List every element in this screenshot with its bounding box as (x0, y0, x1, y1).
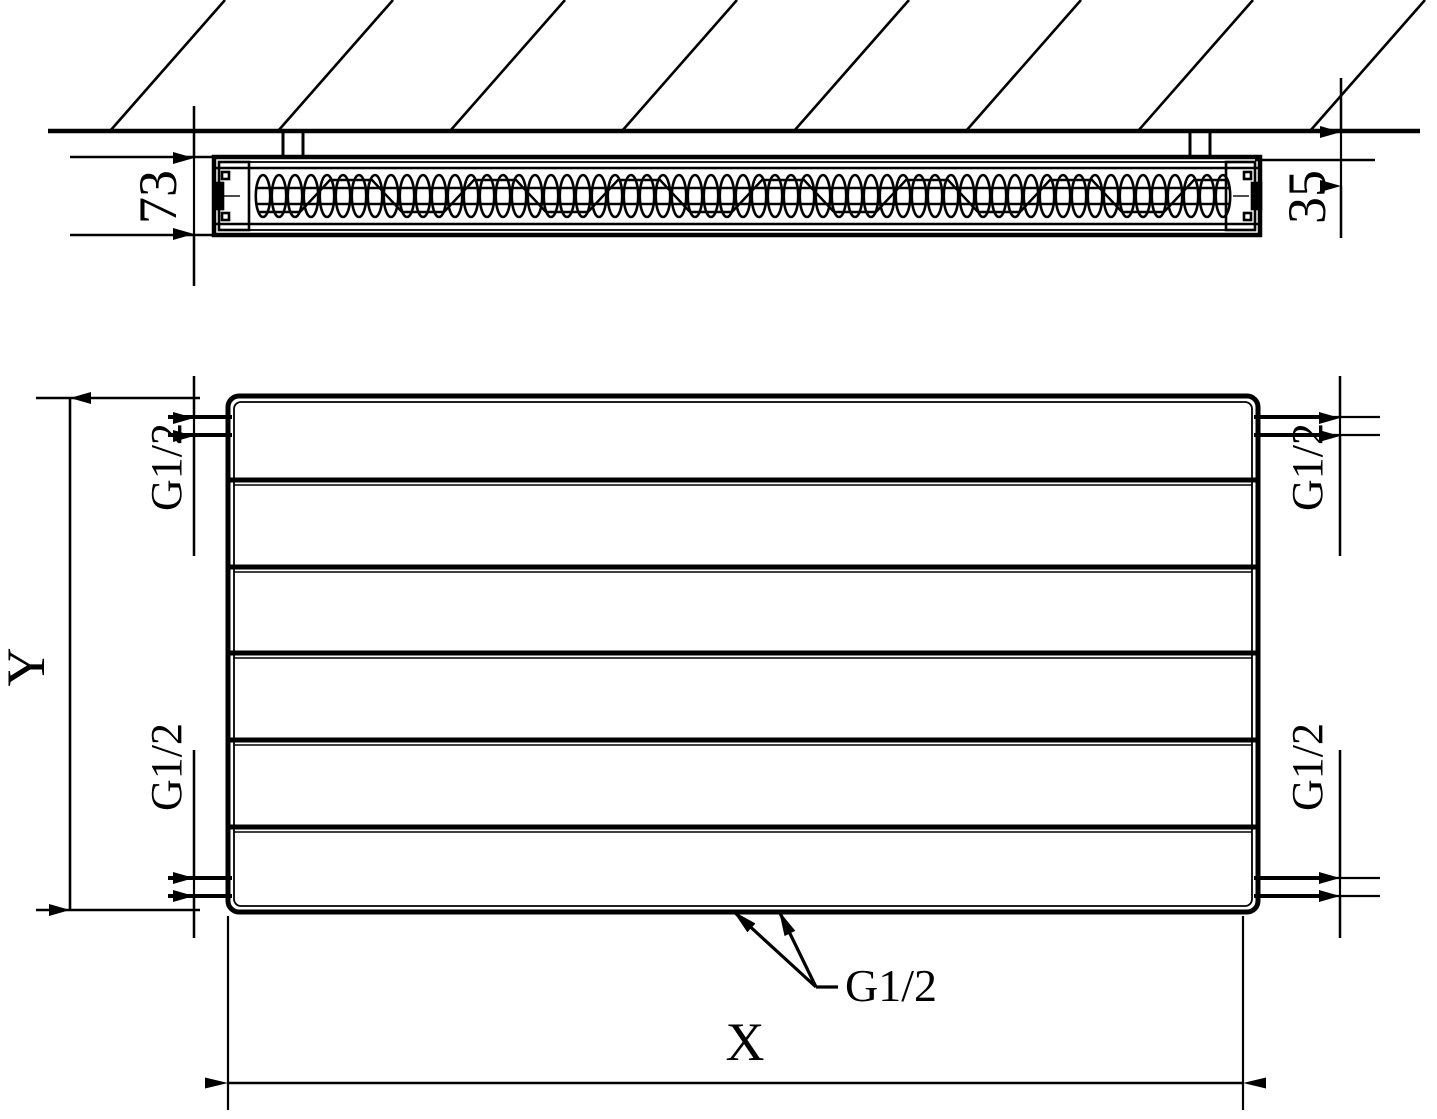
connection-stub-bottom-right (1254, 876, 1320, 898)
connection-stub-bottom-left (168, 876, 232, 898)
end-cap-left (212, 160, 251, 232)
dimension-73 (70, 106, 232, 286)
label-g12-top-left: G1/2 (142, 423, 191, 511)
leader-g12-bottom (731, 909, 838, 989)
top-section-view (48, 0, 1426, 286)
label-g12-top-right: G1/2 (1283, 423, 1332, 511)
bracket-right (1188, 131, 1212, 158)
dimension-g12-top-right (1300, 376, 1380, 556)
dimension-label-Y: Y (0, 647, 56, 687)
end-cap-right (1224, 160, 1263, 232)
front-view (36, 376, 1380, 1110)
dimension-Y (36, 392, 200, 916)
dimension-35 (1255, 78, 1375, 238)
dimension-label-73: 73 (128, 170, 188, 224)
label-g12-bottom-left: G1/2 (142, 723, 191, 811)
wall-hatching (109, 0, 1426, 132)
dimension-X (205, 916, 1266, 1110)
panel-divider-hairlines (234, 484, 1252, 833)
bracket-left (281, 131, 305, 158)
dimension-label-X: X (725, 1012, 765, 1072)
dimension-label-35: 35 (1277, 170, 1337, 224)
label-g12-bottom-right: G1/2 (1283, 723, 1332, 811)
label-g12-leader: G1/2 (845, 960, 937, 1011)
panel-dividers (228, 477, 1258, 830)
dimension-g12-bottom-right (1300, 750, 1380, 938)
waterway-zigzag (256, 178, 1230, 214)
